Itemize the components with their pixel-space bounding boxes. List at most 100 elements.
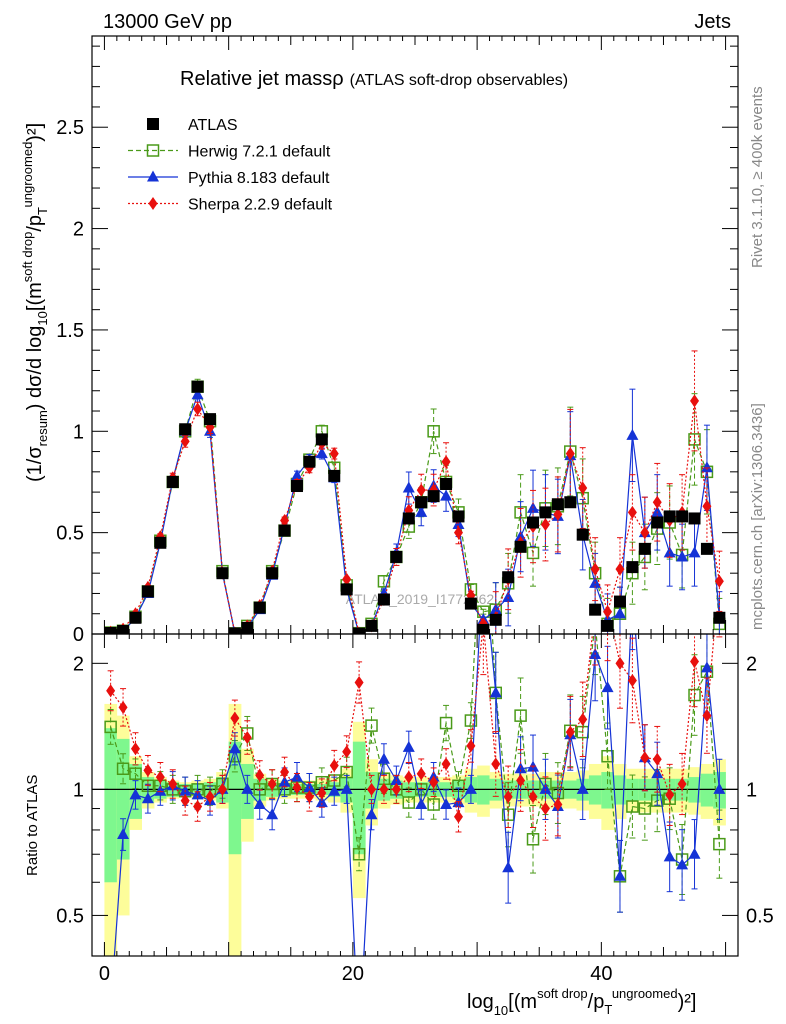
ratio-point xyxy=(104,720,117,734)
atlas-data-point xyxy=(117,624,130,634)
ratio-point xyxy=(242,731,252,745)
ratio-point xyxy=(615,656,625,670)
ratio-point xyxy=(402,740,415,752)
ratio-point xyxy=(601,749,614,763)
atlas-data-point xyxy=(440,477,453,490)
legend-marker xyxy=(146,144,160,157)
ratio-point xyxy=(317,786,327,800)
y-axis-label: (1/σresum) dσ/d log10[(msoft drop/pTungr… xyxy=(20,123,50,482)
ratio-point xyxy=(453,810,463,824)
ratio-band-inner xyxy=(104,728,118,883)
ratio-uncertainty-bands xyxy=(104,703,726,956)
ratio-point xyxy=(565,725,575,739)
data-point xyxy=(440,489,453,501)
ratio-point xyxy=(441,757,451,771)
ratio-point xyxy=(501,808,515,821)
data-point xyxy=(640,526,650,540)
ratio-point xyxy=(129,788,142,800)
atlas-data-point xyxy=(328,469,341,482)
legend-entry: Pythia 8.183 default xyxy=(128,170,330,187)
y-tick-label: 2 xyxy=(73,219,84,241)
data-point xyxy=(193,402,203,416)
ratio-point xyxy=(478,474,489,485)
atlas-data-point xyxy=(303,455,316,468)
atlas-data-point xyxy=(700,542,713,555)
data-point xyxy=(377,575,391,588)
ratio-point xyxy=(141,792,154,804)
ratio-point xyxy=(402,796,416,809)
ratio-point xyxy=(118,700,128,714)
y-tick-label: 1.5 xyxy=(56,320,84,342)
ratio-point xyxy=(516,774,526,788)
atlas-data-point xyxy=(104,626,117,634)
ratio-point xyxy=(638,802,652,815)
data-point xyxy=(714,574,724,588)
legend-label: Sherpa 2.2.9 default xyxy=(188,197,333,214)
ratio-point xyxy=(328,784,341,796)
ratio-point xyxy=(489,686,502,698)
data-point xyxy=(652,495,662,509)
ratio-tick-label-left: 2 xyxy=(73,653,84,675)
ratio-point xyxy=(688,847,701,859)
ratio-point xyxy=(205,790,215,804)
x-axis-label: log10[(msoft drop/pTungroomed)²] xyxy=(467,986,696,1018)
data-point xyxy=(191,388,204,400)
atlas-data-point xyxy=(638,542,651,555)
chart-title-main: Relative jet massρ xyxy=(180,68,344,90)
ratio-point xyxy=(416,767,426,781)
ratio-point xyxy=(528,790,538,804)
ratio-point xyxy=(690,655,700,669)
ratio-point xyxy=(702,709,712,723)
ratio-point xyxy=(503,790,513,804)
ratio-point xyxy=(117,828,130,840)
ratio-point xyxy=(255,768,265,782)
atlas-data-point xyxy=(539,506,552,519)
ratio-point xyxy=(155,770,165,784)
data-point xyxy=(342,572,352,586)
ratio-point xyxy=(429,775,439,789)
atlas-data-point xyxy=(464,597,477,610)
data-point xyxy=(180,434,190,448)
atlas-data-point xyxy=(613,595,626,608)
data-point xyxy=(626,428,639,440)
ratio-point xyxy=(391,782,401,796)
data-point xyxy=(565,447,575,461)
atlas-data-point xyxy=(228,627,241,634)
ratio-point xyxy=(440,798,453,810)
ratio-tick-label-left: 1 xyxy=(73,779,84,801)
atlas-data-point xyxy=(166,475,179,488)
x-tick-label: 0 xyxy=(99,963,110,985)
ratio-tick-label-left: 0.5 xyxy=(56,905,84,927)
ratio-band-inner xyxy=(601,772,615,809)
ratio-point xyxy=(553,798,563,812)
process-label: Jets xyxy=(694,11,731,33)
atlas-data-point xyxy=(415,496,428,509)
atlas-data-point xyxy=(676,510,689,523)
ratio-point xyxy=(578,712,588,726)
ratio-band-inner xyxy=(352,741,366,855)
ratio-point xyxy=(464,782,477,794)
series-atlas xyxy=(104,380,726,634)
ratio-point xyxy=(676,858,689,870)
legend-label: Pythia 8.183 default xyxy=(188,170,330,187)
ratio-point xyxy=(266,808,279,820)
ratio-point xyxy=(700,661,713,673)
ratio-point xyxy=(365,808,378,820)
y-tick-label: 0 xyxy=(73,624,84,646)
ratio-point xyxy=(267,777,277,791)
atlas-data-point xyxy=(241,621,254,634)
atlas-data-point xyxy=(129,611,142,624)
ratio-band-inner xyxy=(116,738,130,860)
data-point xyxy=(329,447,339,461)
data-point xyxy=(702,499,712,513)
atlas-data-point xyxy=(204,413,217,426)
ratio-point xyxy=(280,765,290,779)
atlas-data-point xyxy=(216,567,229,580)
atlas-data-point xyxy=(427,490,440,503)
ratio-point xyxy=(367,782,377,796)
data-point xyxy=(578,481,588,495)
x-tick-label: 40 xyxy=(590,963,612,985)
atlas-data-point xyxy=(390,550,403,563)
atlas-data-point xyxy=(141,585,154,598)
data-point xyxy=(627,505,637,519)
